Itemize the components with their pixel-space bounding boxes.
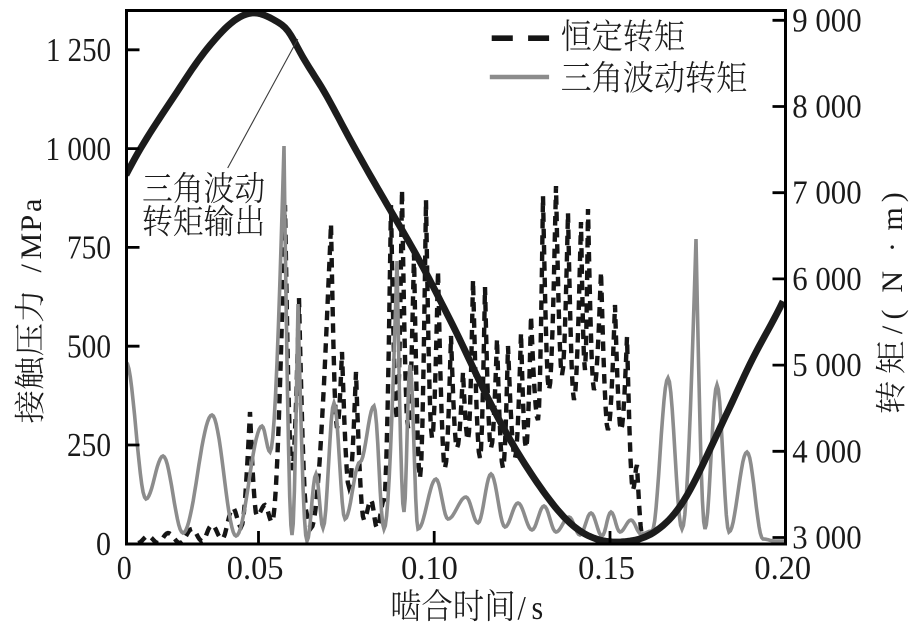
svg-text:0.15: 0.15 bbox=[578, 548, 635, 586]
svg-text:0.20: 0.20 bbox=[754, 548, 811, 586]
svg-text:6 000: 6 000 bbox=[792, 259, 861, 297]
svg-text:4 000: 4 000 bbox=[792, 432, 861, 470]
svg-text:8 000: 8 000 bbox=[792, 87, 861, 125]
svg-text:0.05: 0.05 bbox=[227, 548, 284, 586]
svg-text:7 000: 7 000 bbox=[792, 173, 861, 211]
svg-text:750: 750 bbox=[67, 228, 111, 266]
svg-text:500: 500 bbox=[67, 327, 111, 365]
svg-text:250: 250 bbox=[67, 425, 111, 463]
svg-text:5 000: 5 000 bbox=[792, 345, 861, 383]
svg-text:/MPa: /MPa bbox=[15, 199, 48, 273]
svg-text:0.10: 0.10 bbox=[401, 548, 458, 586]
svg-text:1 250: 1 250 bbox=[46, 30, 111, 68]
svg-text:3 000: 3 000 bbox=[792, 518, 861, 556]
svg-text:1 000: 1 000 bbox=[46, 129, 112, 167]
svg-text:0: 0 bbox=[96, 524, 111, 562]
svg-text:9 000: 9 000 bbox=[792, 1, 861, 39]
svg-text:0: 0 bbox=[117, 548, 132, 586]
